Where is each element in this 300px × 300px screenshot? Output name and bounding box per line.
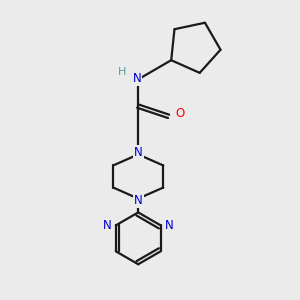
Text: H: H [118, 67, 126, 77]
Text: N: N [164, 219, 173, 232]
Text: O: O [176, 107, 185, 120]
Text: N: N [103, 219, 112, 232]
Text: N: N [134, 194, 142, 207]
Text: N: N [132, 72, 141, 85]
Text: N: N [134, 146, 142, 159]
